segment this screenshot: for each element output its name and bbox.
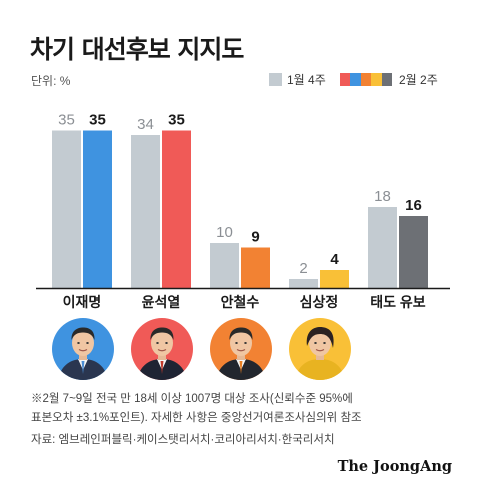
data-label-curr-3: 4	[330, 251, 339, 268]
candidate-photos	[0, 318, 480, 388]
data-label-curr-2: 9	[251, 229, 259, 246]
bar-curr-2	[241, 247, 270, 288]
legend-label-w2: 2월 2주	[399, 73, 438, 87]
category-label-4: 태도 유보	[370, 294, 426, 310]
data-label-curr-1: 35	[168, 112, 185, 129]
bar-prev-2	[210, 243, 239, 288]
data-label-prev-1: 34	[137, 116, 154, 133]
survey-note-line2: 표본오차 ±3.1%포인트). 자세한 사항은 중앙선거여론조사심의위 참조	[31, 412, 362, 424]
category-label-1: 윤석열	[142, 294, 181, 310]
data-label-curr-0: 35	[89, 112, 106, 129]
unit-label: 단위: %	[31, 74, 71, 88]
category-label-0: 이재명	[63, 294, 102, 310]
bar-curr-4	[399, 216, 428, 288]
legend: 1월 4주 2월 2주	[0, 70, 480, 90]
bar-prev-3	[289, 279, 318, 288]
bar-prev-0	[52, 130, 81, 288]
category-label-2: 안철수	[221, 294, 260, 310]
legend-swatch-w2	[340, 73, 393, 86]
survey-note-line1: ※2월 7~9일 전국 만 18세 이상 1007명 대상 조사(신뢰수준 95…	[31, 393, 353, 405]
source-line: 자료: 엠브레인퍼블릭·케이스탯리서치·코리아리서치·한국리서치	[31, 434, 335, 446]
data-label-prev-2: 10	[216, 224, 233, 241]
data-label-prev-4: 18	[374, 188, 391, 205]
legend-swatch-w1	[269, 73, 282, 86]
legend-label-w1: 1월 4주	[287, 73, 326, 87]
survey-note: ※2월 7~9일 전국 만 18세 이상 1007명 대상 조사(신뢰수준 95…	[31, 390, 362, 428]
data-label-prev-3: 2	[299, 260, 307, 277]
bar-prev-1	[131, 135, 160, 288]
candidate-ahn-photo	[210, 318, 272, 380]
data-label-prev-0: 35	[58, 112, 75, 129]
candidate-ahn-photo-image	[210, 318, 272, 380]
candidate-sim-photo	[289, 318, 351, 380]
bar-curr-1	[162, 130, 191, 288]
candidate-sim-photo-image	[289, 318, 351, 380]
bar-prev-4	[368, 207, 397, 288]
page-title: 차기 대선후보 지지도	[30, 35, 244, 64]
data-label-curr-4: 16	[405, 197, 422, 214]
bar-curr-0	[83, 130, 112, 288]
candidate-lee-photo	[52, 318, 114, 380]
bar-curr-3	[320, 270, 349, 288]
candidate-lee-photo-image	[52, 318, 114, 380]
brand-logo: The JoongAng	[337, 458, 452, 475]
bar-chart: 35 35 이재명 34 35 윤석열 10 9 안철수 2 4 심상정 18 16 태도 유보	[36, 112, 450, 310]
candidate-yoon-photo-image	[131, 318, 193, 380]
category-label-3: 심상정	[300, 294, 339, 310]
candidate-yoon-photo	[131, 318, 193, 380]
